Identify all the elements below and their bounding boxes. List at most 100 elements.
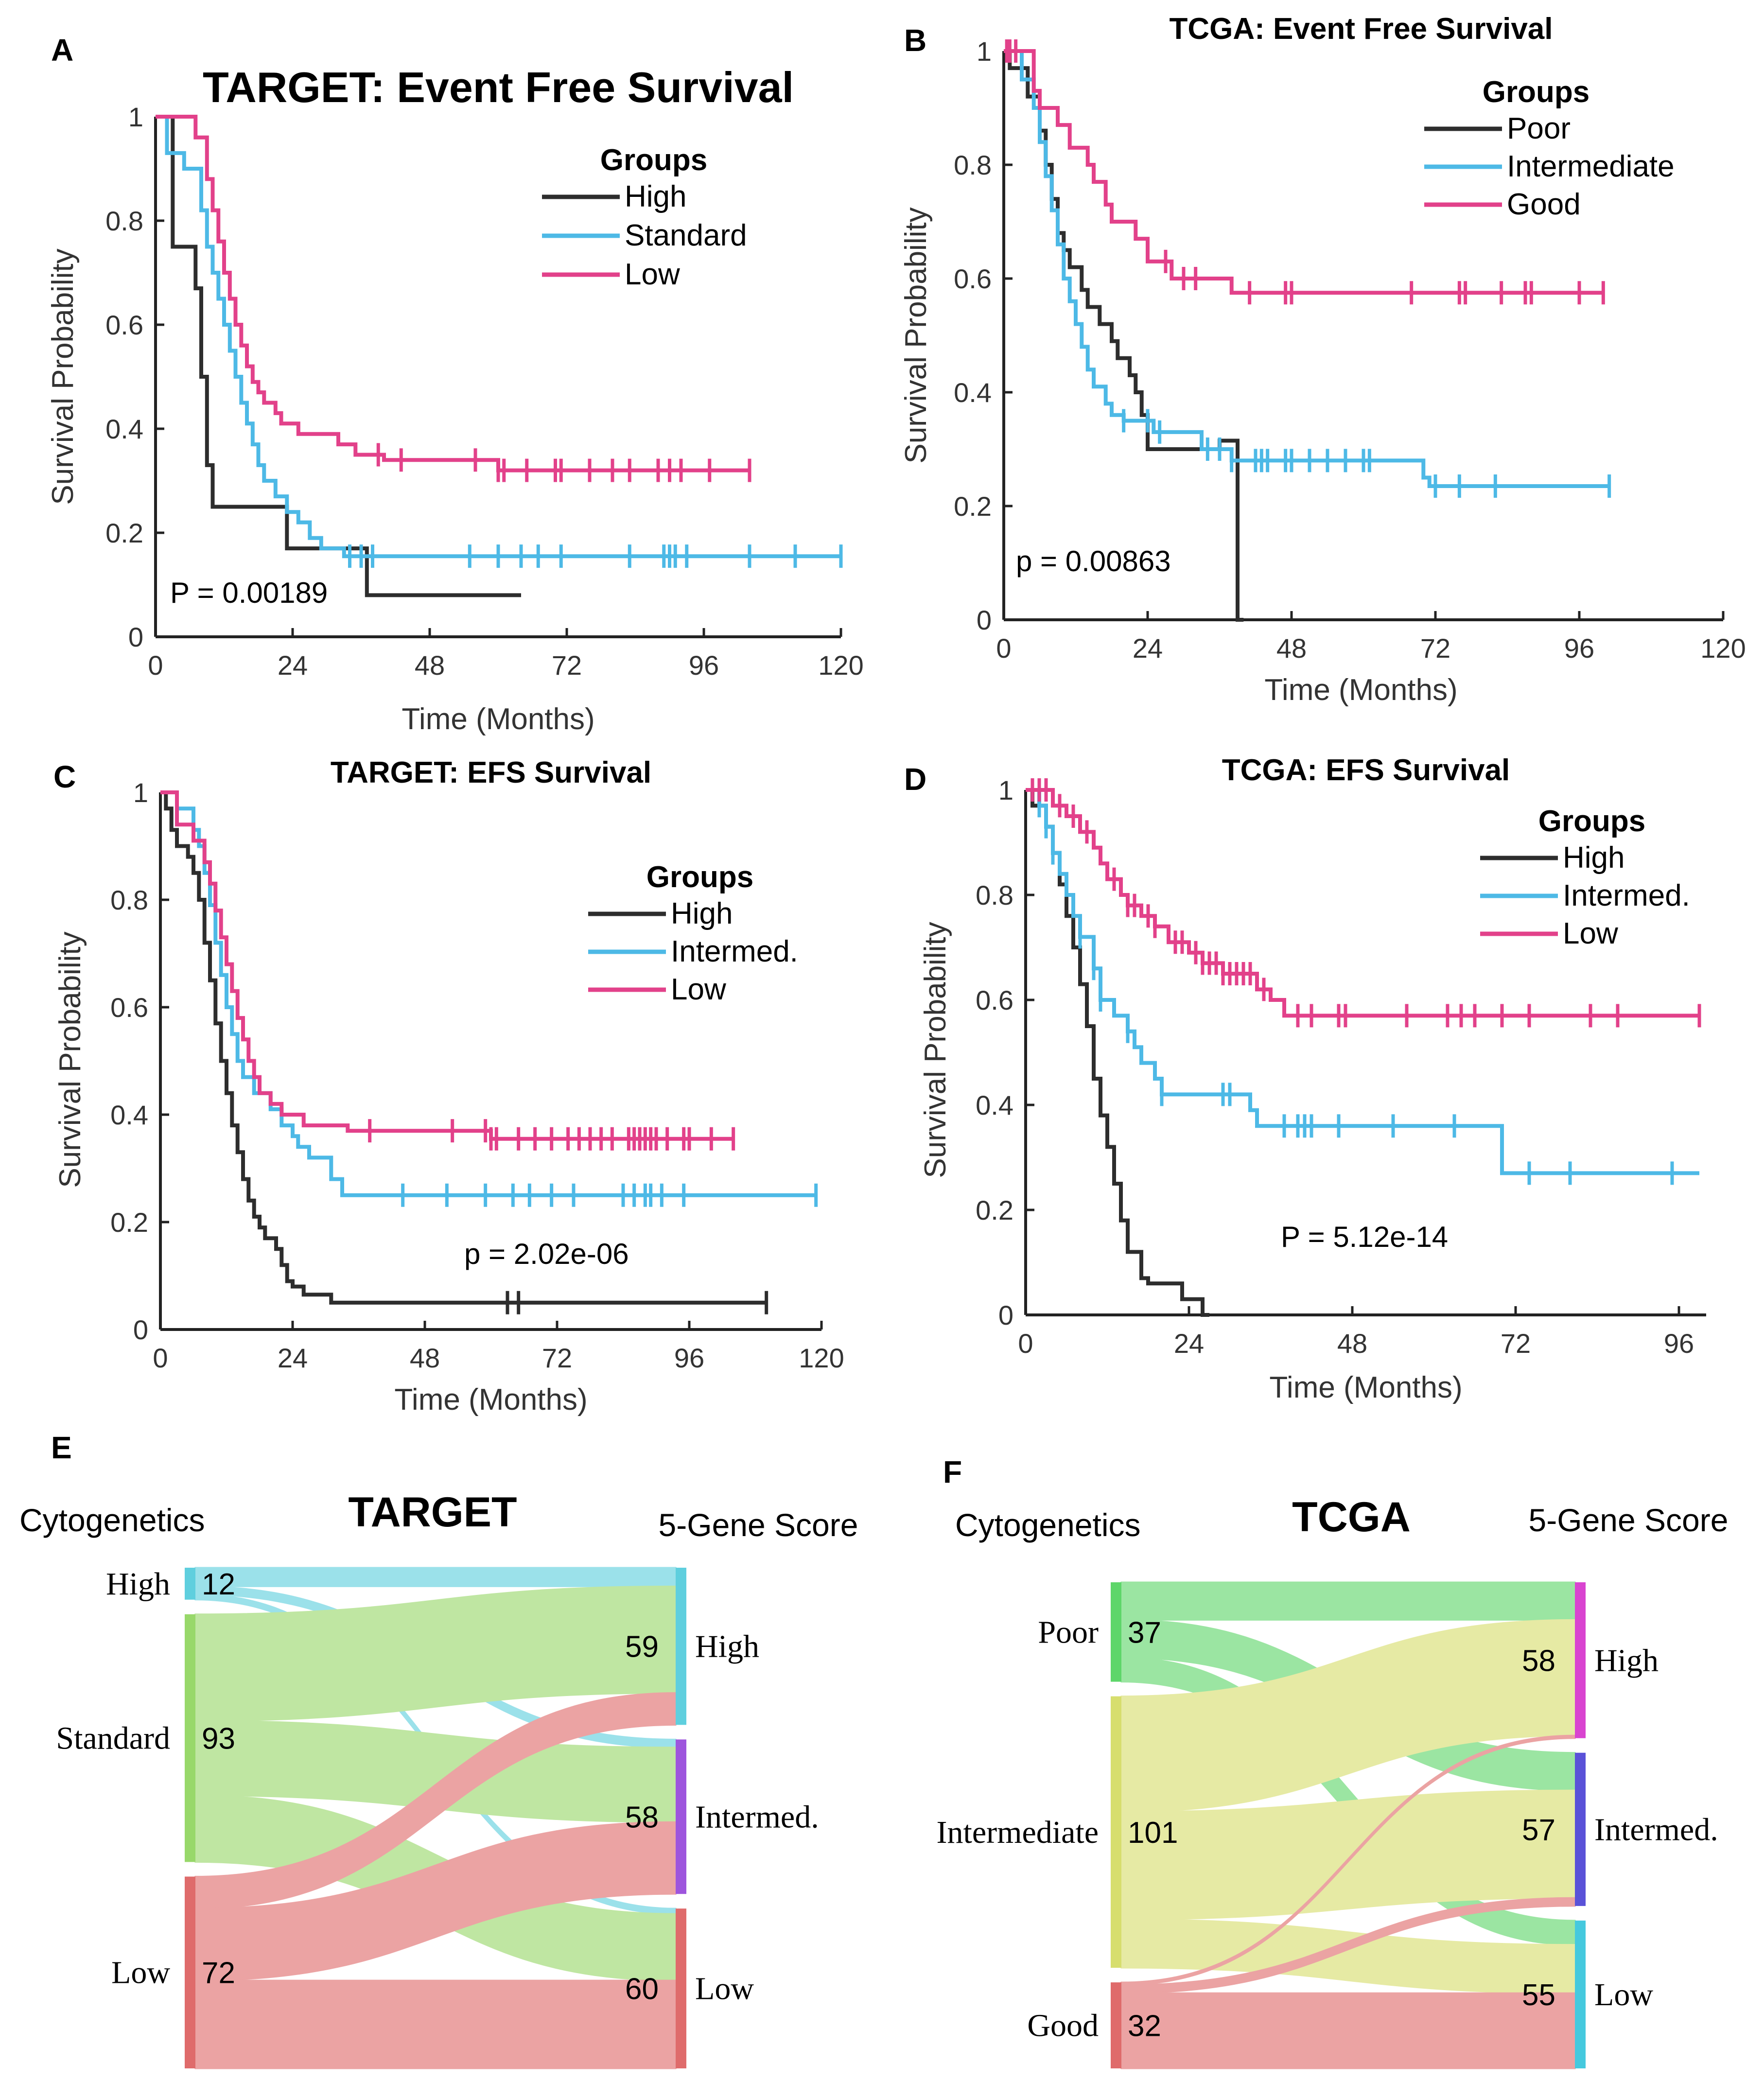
sankey-right-node [1575, 1752, 1586, 1906]
sankey-flow [1120, 1992, 1576, 2069]
sankey-right-node [676, 1568, 686, 1725]
x-tick-label: 24 [278, 650, 308, 681]
sankey-left-node-label: Intermediate [937, 1815, 1099, 1850]
sankey-right-node-label: Low [1594, 1977, 1653, 2012]
x-tick-label: 120 [799, 1343, 844, 1373]
legend-title: Groups [600, 143, 707, 177]
sankey-left-node [185, 1614, 195, 1862]
y-tick-label: 0.4 [105, 414, 143, 444]
sankey-left-node [185, 1568, 195, 1600]
legend-label: Standard [625, 219, 747, 252]
sankey-right-node-value: 60 [625, 1973, 659, 2006]
y-tick-label: 0.6 [110, 992, 148, 1023]
x-tick-label: 0 [996, 633, 1011, 664]
x-tick-label: 48 [1337, 1328, 1367, 1359]
legend-label: Intermed. [671, 935, 798, 968]
y-tick-label: 0 [128, 622, 143, 652]
sankey-right-node-label: High [1594, 1643, 1659, 1678]
sankey-left-node-value: 101 [1128, 1816, 1178, 1850]
panel-letter: D [904, 762, 926, 797]
panel-letter: F [943, 1454, 962, 1489]
legend-label: Intermediate [1507, 150, 1675, 183]
legend-label: Good [1507, 188, 1581, 221]
x-axis-label: Time (Months) [402, 702, 594, 736]
sankey-flows [1120, 1581, 1576, 2069]
x-tick-label: 0 [148, 650, 163, 681]
x-tick-label: 48 [415, 650, 445, 681]
sankey-left-node-value: 32 [1128, 2010, 1161, 2043]
y-tick-label: 0.6 [976, 985, 1013, 1015]
y-tick-label: 0.8 [105, 206, 143, 236]
sankey-right-node-value: 58 [625, 1801, 659, 1834]
y-tick-label: 0 [133, 1314, 148, 1345]
km-panel-C: C TARGET: EFS Survival 0 24 48 72 96 120 0 0.2 0.4… [53, 756, 844, 1417]
y-tick-label: 0.6 [105, 310, 143, 340]
y-tick-label: 0.8 [954, 150, 992, 180]
y-tick-label: 0 [998, 1300, 1013, 1330]
sankey-right-node-value: 59 [625, 1630, 659, 1664]
panel-letter: A [51, 33, 73, 68]
y-tick-label: 0 [977, 605, 992, 635]
y-tick-label: 0.2 [105, 518, 143, 548]
sankey-flow [1120, 1734, 1576, 1986]
sankey-right-node-value: 55 [1522, 1978, 1555, 2012]
y-tick-label: 0.6 [954, 263, 992, 294]
y-tick-label: 0.2 [976, 1195, 1013, 1225]
x-tick-label: 96 [674, 1343, 704, 1373]
sankey-title: TCGA [1292, 1494, 1411, 1540]
x-tick-label: 96 [689, 650, 719, 681]
sankey-right-node-value: 57 [1522, 1813, 1555, 1847]
sankey-left-node-label: Poor [1038, 1614, 1099, 1650]
sankey-right-node-label: Intermed. [1594, 1812, 1718, 1847]
x-tick-label: 0 [1018, 1328, 1033, 1359]
y-tick-label: 0.4 [110, 1100, 148, 1130]
sankey-flow [194, 1567, 677, 1587]
x-tick-label: 96 [1664, 1328, 1694, 1359]
sankey-left-node [1111, 1582, 1121, 1682]
p-value: P = 0.00189 [170, 577, 328, 609]
km-curve-high [1026, 788, 1209, 1317]
sankey-left-node [185, 1876, 195, 2068]
y-tick-label: 0.4 [954, 377, 992, 408]
sankey-panel-F: F TCGA Cytogenetics 5-Gene Score Poor 37 Inter… [937, 1454, 1728, 2069]
x-tick-label: 48 [1276, 633, 1307, 664]
sankey-right-node [676, 1908, 686, 2068]
x-axis-label: Time (Months) [1264, 673, 1457, 707]
y-tick-label: 0.4 [976, 1090, 1013, 1120]
y-tick-label: 1 [977, 36, 992, 67]
sankey-right-header: 5-Gene Score [659, 1507, 858, 1543]
sankey-title: TARGET [348, 1489, 517, 1536]
legend-label: Low [1563, 917, 1618, 950]
sankey-left-node-label: Standard [56, 1721, 170, 1756]
sankey-right-node [1575, 1582, 1586, 1738]
sankey-left-node-value: 37 [1128, 1616, 1161, 1649]
legend-label: High [1563, 841, 1625, 875]
chart-title: TARGET: Event Free Survival [203, 63, 794, 111]
legend-label: Low [671, 973, 726, 1006]
x-tick-label: 72 [1420, 633, 1450, 664]
sankey-left-node-label: Low [111, 1955, 170, 1991]
sankey-flow [194, 1821, 677, 1981]
y-tick-label: 0.8 [976, 880, 1013, 910]
km-curve-standard [156, 115, 841, 559]
legend-label: Low [625, 258, 680, 291]
km-curve-intermed- [160, 790, 816, 1197]
x-axis-label: Time (Months) [394, 1383, 587, 1417]
legend-label: High [625, 180, 687, 213]
x-tick-label: 24 [1133, 633, 1163, 664]
sankey-left-header: Cytogenetics [19, 1502, 205, 1538]
km-curve-low [160, 790, 734, 1141]
sankey-left-node-value: 72 [202, 1957, 235, 1990]
km-curve-poor [1004, 49, 1244, 622]
chart-title: TCGA: EFS Survival [1222, 753, 1510, 787]
km-curve-high [156, 115, 521, 597]
legend-label: Intermed. [1563, 879, 1690, 912]
y-tick-label: 1 [133, 777, 148, 808]
legend-title: Groups [646, 860, 753, 894]
y-tick-label: 0.2 [954, 491, 992, 522]
km-panel-B: B TCGA: Event Free Survival 0 24 48 72 96 120 0 0… [899, 12, 1746, 707]
x-tick-label: 24 [278, 1343, 308, 1373]
legend-label: Poor [1507, 112, 1571, 145]
km-panel-A: A TARGET: Event Free Survival 0 24 48 72 96 120… [46, 33, 864, 736]
